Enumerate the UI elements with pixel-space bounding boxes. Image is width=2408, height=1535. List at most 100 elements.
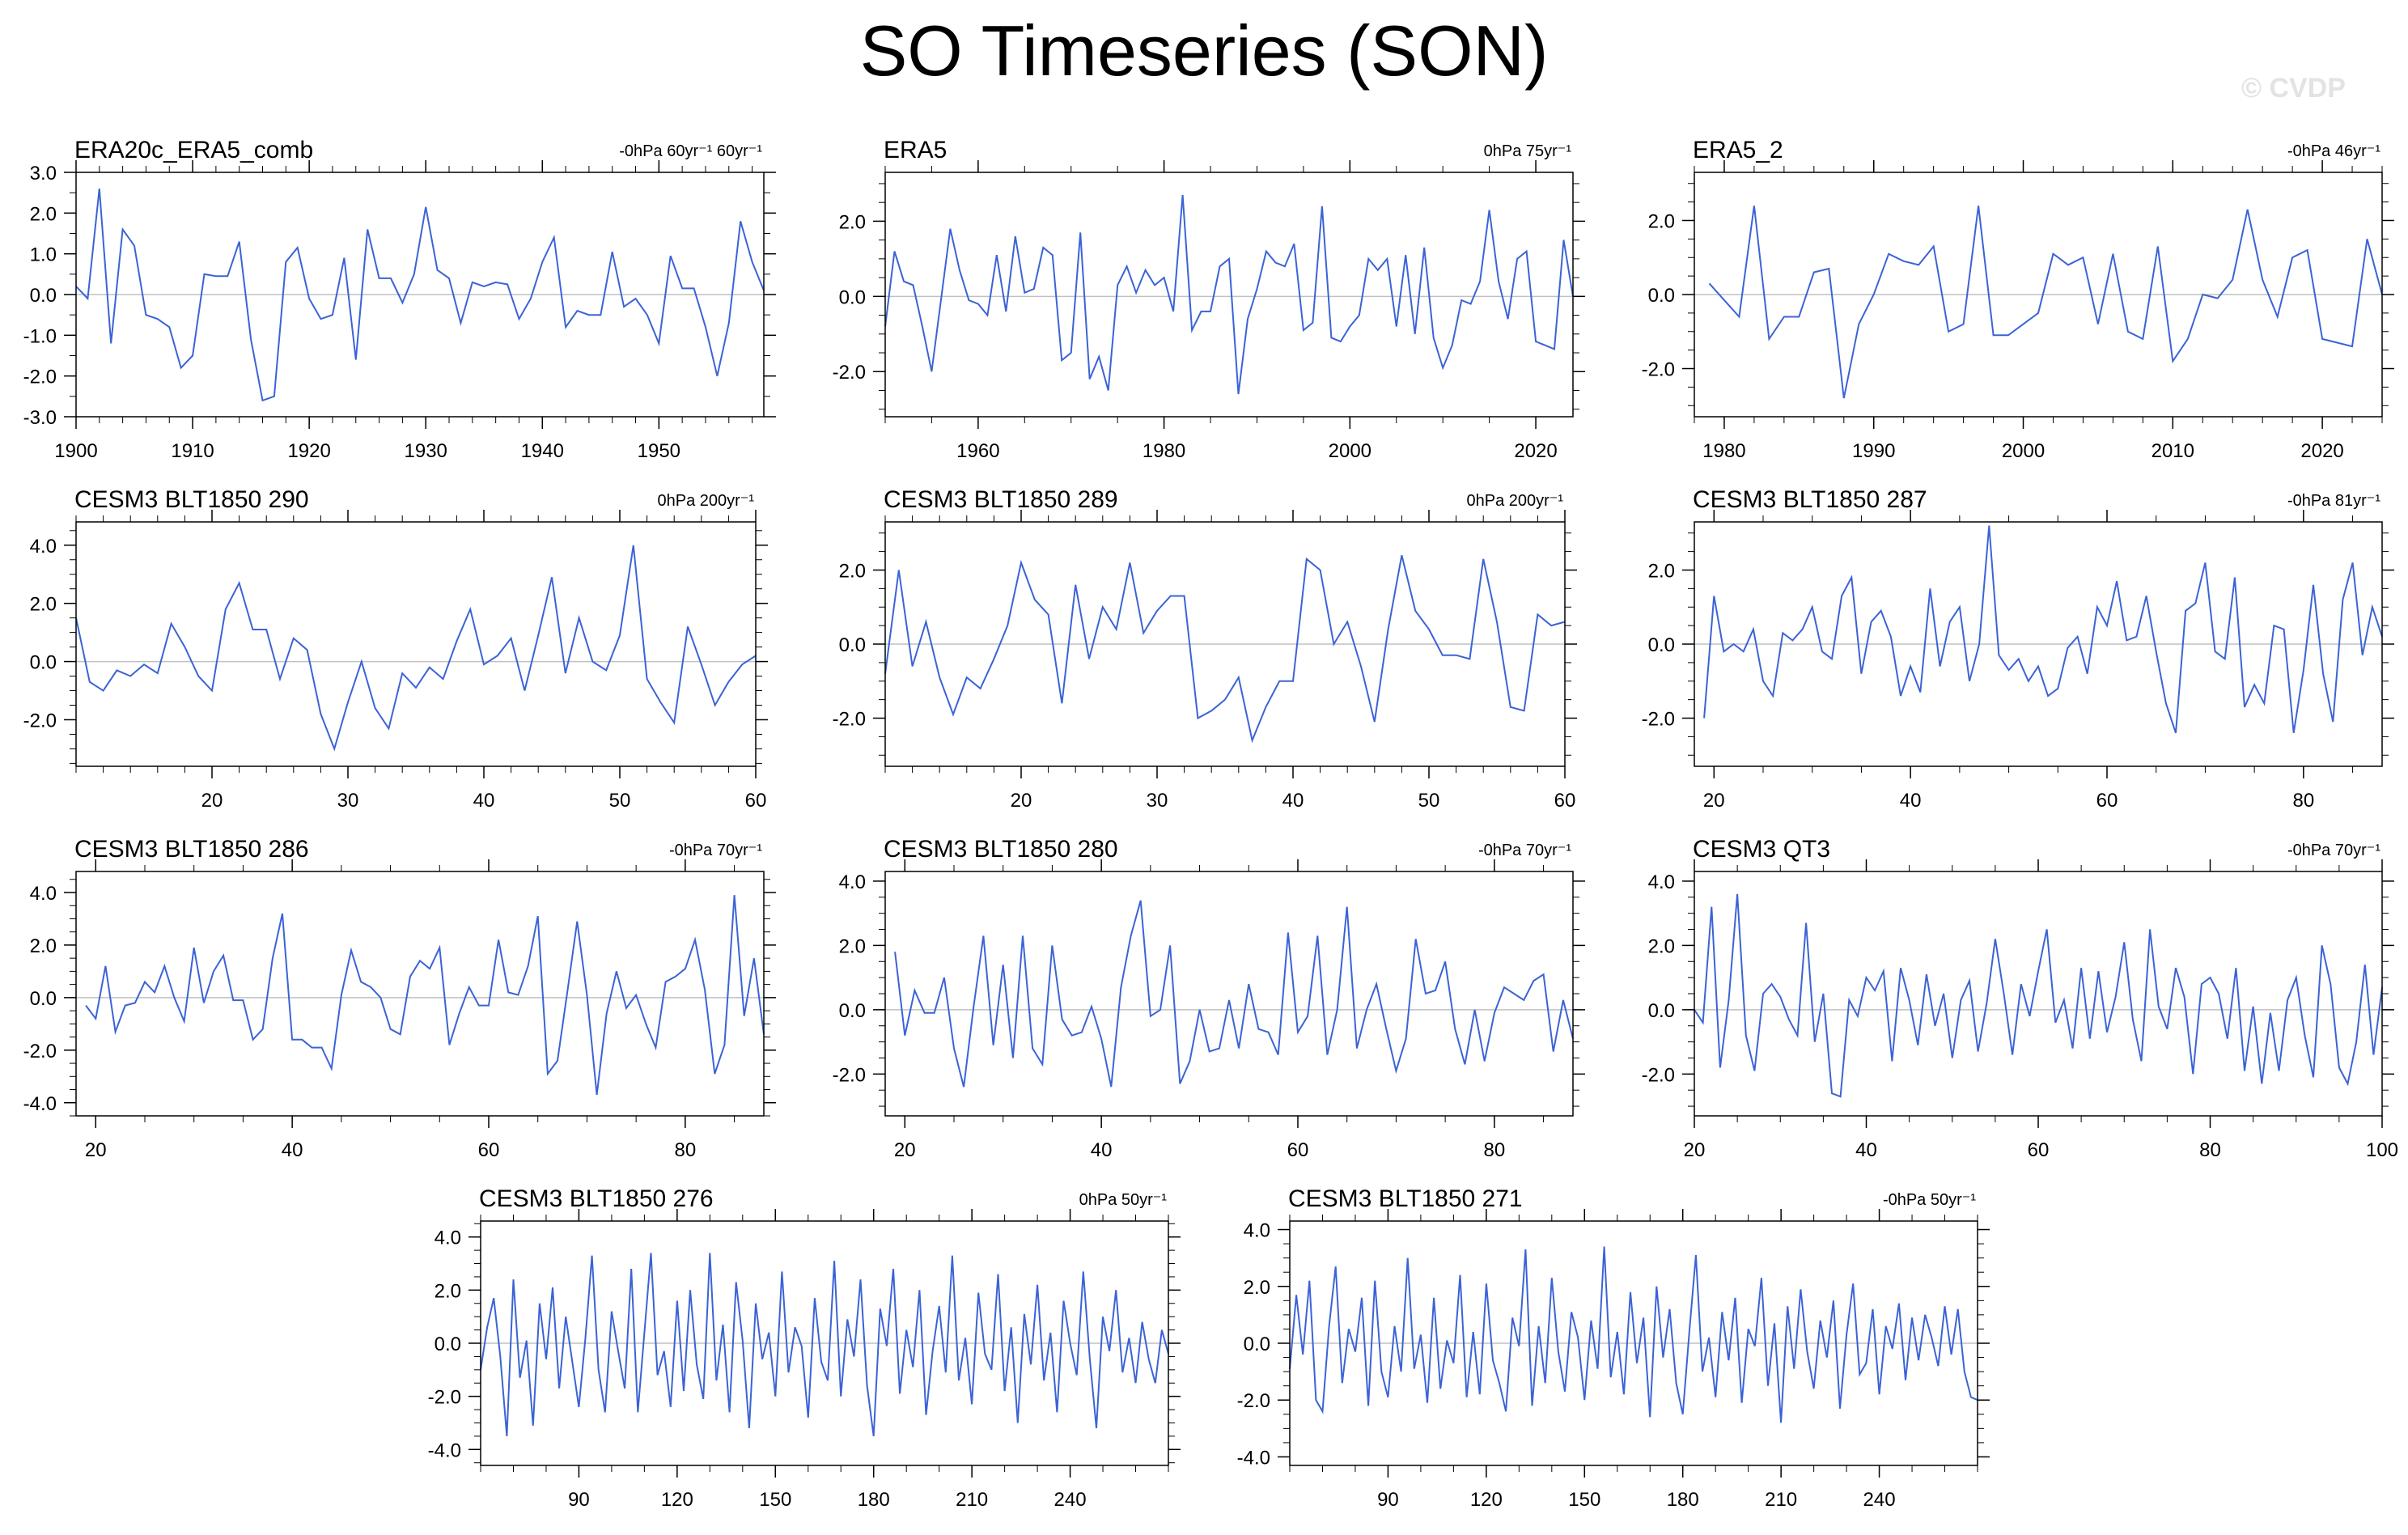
y-tick-label: -2.0 — [833, 362, 866, 384]
panel-title: CESM3 BLT1850 280 — [884, 836, 1118, 863]
y-tick-label: 4.0 — [1648, 871, 1675, 893]
y-tick-label: 0.0 — [30, 285, 57, 307]
x-tick-label: 50 — [1418, 790, 1440, 812]
x-tick-label: 1910 — [171, 440, 214, 462]
y-tick-label: 2.0 — [30, 935, 57, 957]
panel-11: CESM3 BLT1850 271 -0hPa 50yr⁻¹ -4.0 -2.0 0.0… — [1237, 1185, 1990, 1511]
y-tick-label: 2.0 — [30, 203, 57, 225]
y-tick-label: 4.0 — [30, 883, 57, 905]
x-tick-label: 80 — [2293, 790, 2315, 812]
y-tick-label: 2.0 — [839, 560, 866, 582]
series-line — [884, 554, 1566, 744]
y-tick-label: -2.0 — [23, 367, 57, 388]
series-line — [1694, 893, 2383, 1098]
series-line — [75, 545, 757, 752]
y-tick-label: 2.0 — [839, 211, 866, 233]
plot-frame — [884, 871, 1574, 1117]
y-tick-label: 1.0 — [30, 244, 57, 266]
x-tick-label: 20 — [201, 790, 223, 812]
x-tick-label: 180 — [1667, 1489, 1699, 1511]
x-tick-label: 40 — [1900, 790, 1922, 812]
x-tick-label: 1930 — [405, 440, 447, 462]
panel-annotation: -0hPa 81yr⁻¹ — [2287, 492, 2380, 510]
y-tick-label: 0.0 — [30, 988, 57, 1010]
x-tick-label: 2010 — [2152, 440, 2194, 462]
plot-frame — [1694, 172, 2383, 418]
panel-annotation: 0hPa 200yr⁻¹ — [1466, 492, 1563, 510]
y-tick-label: 4.0 — [30, 536, 57, 558]
panel-5: CESM3 BLT1850 289 0hPa 200yr⁻¹ -2.0 0.0 2.0 2… — [833, 486, 1577, 812]
y-tick-label: -2.0 — [833, 709, 866, 731]
x-tick-label: 240 — [1863, 1489, 1896, 1511]
y-tick-label: 2.0 — [1648, 935, 1675, 957]
x-tick-label: 2020 — [2300, 440, 2343, 462]
panel-7: CESM3 BLT1850 286 -0hPa 70yr⁻¹ -4.0 -2.0 0.0… — [23, 836, 776, 1161]
panel-title: ERA5_2 — [1693, 137, 1783, 163]
x-tick-label: 1900 — [54, 440, 97, 462]
x-tick-label: 180 — [858, 1489, 890, 1511]
series-line — [884, 194, 1574, 395]
x-tick-label: 240 — [1054, 1489, 1087, 1511]
x-tick-label: 80 — [2199, 1139, 2221, 1161]
series-line — [480, 1253, 1169, 1437]
y-tick-label: 0.0 — [435, 1334, 461, 1355]
panel-annotation: 0hPa 200yr⁻¹ — [657, 492, 754, 510]
x-tick-label: 210 — [956, 1489, 988, 1511]
panel-title: CESM3 BLT1850 271 — [1288, 1185, 1523, 1212]
y-tick-label: 2.0 — [1648, 210, 1675, 232]
y-tick-label: -2.0 — [1642, 1064, 1675, 1086]
y-tick-label: 4.0 — [435, 1228, 461, 1249]
y-tick-label: -2.0 — [1237, 1390, 1270, 1412]
y-tick-label: -2.0 — [428, 1387, 461, 1409]
series-line — [894, 900, 1574, 1088]
x-tick-label: 40 — [473, 790, 495, 812]
panel-title: CESM3 BLT1850 287 — [1693, 486, 1927, 513]
panel-annotation: -0hPa 46yr⁻¹ — [2287, 142, 2380, 160]
y-tick-label: -2.0 — [23, 1041, 57, 1062]
x-tick-label: 60 — [2028, 1139, 2050, 1161]
y-tick-label: 0.0 — [839, 1000, 866, 1022]
x-tick-label: 1980 — [1702, 440, 1745, 462]
figure-title: SO Timeseries (SON) — [859, 11, 1549, 91]
plot-frame — [884, 172, 1574, 418]
panel-9: CESM3 QT3 -0hPa 70yr⁻¹ -2.0 0.0 2.0 4.0 20 40 60… — [1642, 836, 2398, 1161]
panel-title: CESM3 BLT1850 289 — [884, 486, 1118, 513]
panel-title: CESM3 QT3 — [1693, 836, 1830, 863]
x-tick-label: 60 — [1287, 1139, 1309, 1161]
x-tick-label: 210 — [1765, 1489, 1797, 1511]
series-line — [1289, 1246, 1978, 1423]
y-tick-label: 4.0 — [1244, 1220, 1270, 1242]
x-tick-label: 20 — [1684, 1139, 1706, 1161]
x-tick-label: 40 — [1282, 790, 1304, 812]
y-tick-label: 3.0 — [30, 163, 57, 184]
x-tick-label: 150 — [759, 1489, 791, 1511]
x-tick-label: 20 — [1011, 790, 1032, 812]
x-tick-label: 20 — [1703, 790, 1725, 812]
y-tick-label: 2.0 — [435, 1280, 461, 1302]
x-tick-label: 80 — [1484, 1139, 1506, 1161]
plot-frame — [1694, 871, 2383, 1117]
plot-frame — [1694, 521, 2383, 767]
y-tick-label: 2.0 — [1648, 560, 1675, 582]
plot-frame — [1289, 1220, 1978, 1466]
plot-frame — [75, 521, 757, 767]
panel-annotation: -0hPa 50yr⁻¹ — [1883, 1191, 1976, 1209]
panel-annotation: 0hPa 50yr⁻¹ — [1079, 1191, 1168, 1209]
x-tick-label: 2000 — [2002, 440, 2045, 462]
watermark: © CVDP — [2241, 73, 2346, 104]
panel-3: ERA5_2 -0hPa 46yr⁻¹ -2.0 0.0 2.0 1980 1990 2000… — [1642, 137, 2394, 462]
x-tick-label: 40 — [282, 1139, 303, 1161]
panel-4: CESM3 BLT1850 290 0hPa 200yr⁻¹ -2.0 0.0 2.0 4… — [23, 486, 768, 812]
x-tick-label: 100 — [2366, 1139, 2398, 1161]
x-tick-label: 150 — [1568, 1489, 1600, 1511]
x-tick-label: 1950 — [638, 440, 680, 462]
plot-frame — [75, 172, 765, 418]
panel-6: CESM3 BLT1850 287 -0hPa 81yr⁻¹ -2.0 0.0 2.0 2… — [1642, 486, 2394, 812]
panel-title: ERA5 — [884, 137, 947, 163]
x-tick-label: 30 — [337, 790, 359, 812]
x-tick-label: 2000 — [1329, 440, 1371, 462]
x-tick-label: 2020 — [1514, 440, 1557, 462]
x-tick-label: 20 — [85, 1139, 107, 1161]
y-tick-label: -1.0 — [23, 325, 57, 347]
